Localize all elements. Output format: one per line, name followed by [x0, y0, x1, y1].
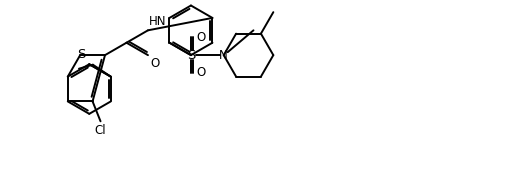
- Text: O: O: [196, 67, 205, 79]
- Text: O: O: [196, 31, 205, 44]
- Text: S: S: [187, 49, 195, 62]
- Text: S: S: [77, 48, 85, 61]
- Text: O: O: [150, 57, 159, 70]
- Text: HN: HN: [149, 15, 167, 28]
- Text: Cl: Cl: [95, 124, 106, 137]
- Text: N: N: [219, 49, 228, 62]
